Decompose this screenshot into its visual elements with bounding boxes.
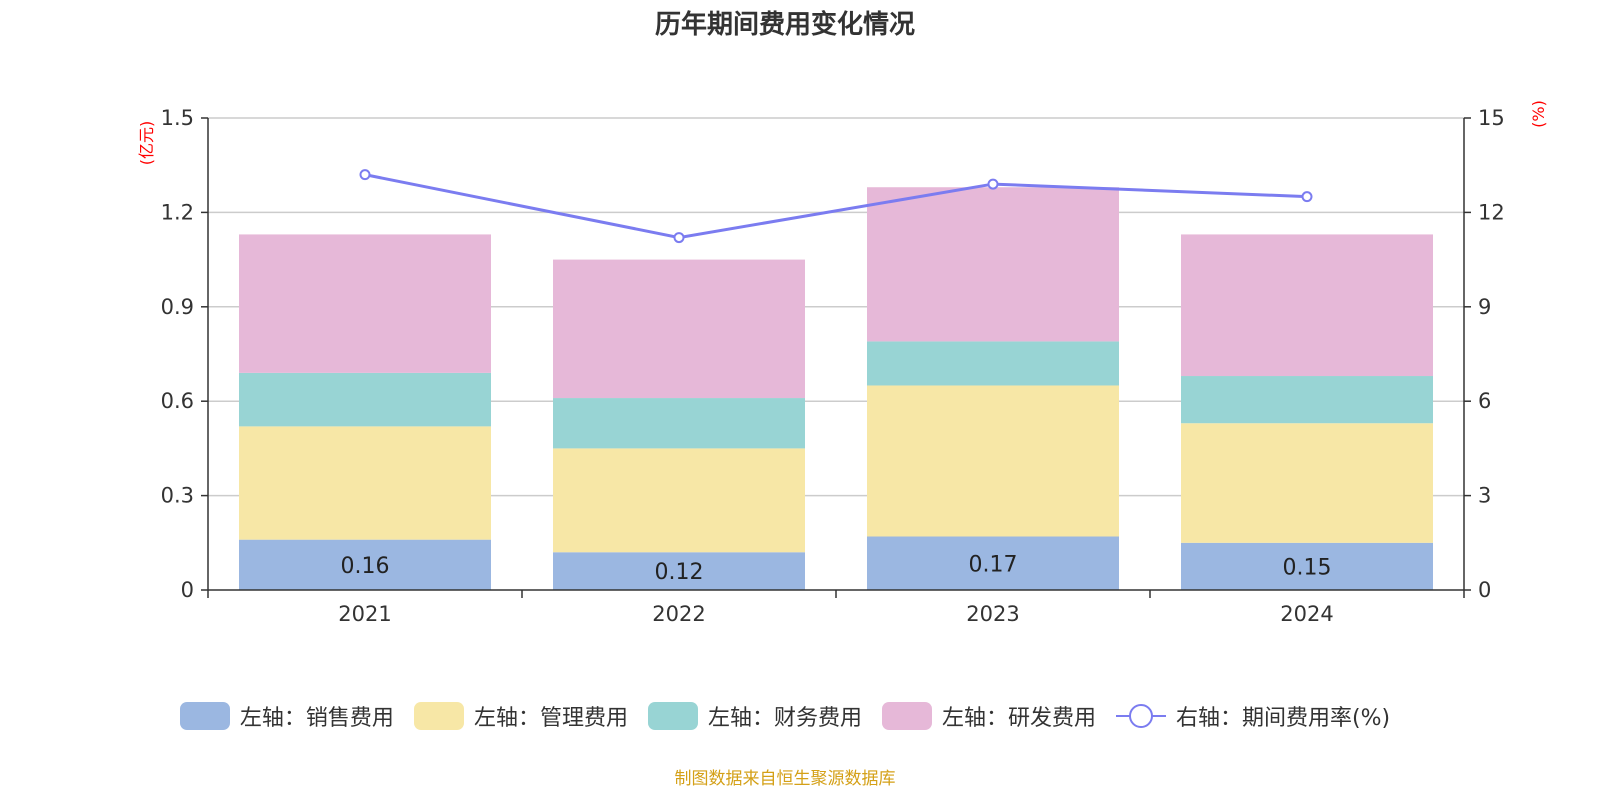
legend-item[interactable]: 左轴：管理费用	[414, 700, 628, 732]
rate-point	[361, 170, 370, 179]
right-tick-label: 6	[1478, 389, 1491, 413]
chart-canvas: 0 0.3 0.6 0.9 1.2 1.5 0 3 6 9 12 15 (亿元) (%) 0.16 2021 0…	[0, 0, 1570, 700]
legend-item[interactable]: 右轴：期间费用率(%)	[1116, 700, 1390, 732]
bar-segment	[867, 385, 1119, 536]
bar-segment	[867, 187, 1119, 341]
x-tick-label: 2024	[1280, 602, 1333, 626]
left-tick-label: 0.3	[161, 484, 194, 508]
bar-segment	[239, 234, 491, 372]
right-axis-unit: (%)	[1529, 100, 1548, 128]
left-tick-label: 0.6	[161, 389, 194, 413]
bar-data-label: 0.12	[655, 560, 704, 585]
legend-swatch	[648, 702, 698, 730]
bar-segment	[239, 426, 491, 539]
bar-segment	[553, 260, 805, 398]
x-tick-label: 2023	[966, 602, 1019, 626]
bar-layer	[239, 187, 1433, 590]
bar-segment	[867, 341, 1119, 385]
bar-segment	[1181, 423, 1433, 543]
left-tick-label: 0.9	[161, 295, 194, 319]
right-tick-label: 9	[1478, 295, 1491, 319]
bar-data-label: 0.16	[341, 554, 390, 579]
rate-point	[675, 233, 684, 242]
left-tick-label: 0	[181, 578, 194, 602]
legend-label: 左轴：研发费用	[942, 700, 1096, 732]
left-axis-unit: (亿元)	[137, 121, 156, 166]
bar-segment	[1181, 376, 1433, 423]
bar-segment	[553, 448, 805, 552]
left-tick-label: 1.5	[161, 106, 194, 130]
line-layer	[361, 170, 1312, 242]
legend-item[interactable]: 左轴：研发费用	[882, 700, 1096, 732]
right-tick-label: 12	[1478, 200, 1505, 224]
rate-line	[365, 175, 1307, 238]
legend-label: 右轴：期间费用率(%)	[1176, 700, 1390, 732]
bar-segment	[239, 373, 491, 426]
bar-data-label: 0.17	[969, 552, 1018, 577]
bar-segment	[553, 398, 805, 448]
right-tick-label: 3	[1478, 484, 1491, 508]
bar-segment	[1181, 234, 1433, 376]
right-tick-label: 0	[1478, 578, 1491, 602]
legend-swatch	[414, 702, 464, 730]
source-note: 制图数据来自恒生聚源数据库	[0, 764, 1570, 789]
bar-data-label: 0.15	[1283, 555, 1332, 580]
x-tick-label: 2022	[652, 602, 705, 626]
x-tick-label: 2021	[338, 602, 391, 626]
legend-label: 左轴：财务费用	[708, 700, 862, 732]
rate-point	[1303, 192, 1312, 201]
legend: 左轴：销售费用 左轴：管理费用 左轴：财务费用 左轴：研发费用 右轴：期间费用率(%)	[0, 700, 1570, 732]
right-tick-label: 15	[1478, 106, 1505, 130]
legend-swatch	[180, 702, 230, 730]
legend-item[interactable]: 左轴：财务费用	[648, 700, 862, 732]
legend-item[interactable]: 左轴：销售费用	[180, 700, 394, 732]
legend-label: 左轴：管理费用	[474, 700, 628, 732]
legend-swatch	[1116, 702, 1166, 730]
left-tick-label: 1.2	[161, 200, 194, 224]
legend-swatch	[882, 702, 932, 730]
rate-point	[989, 180, 998, 189]
legend-label: 左轴：销售费用	[240, 700, 394, 732]
